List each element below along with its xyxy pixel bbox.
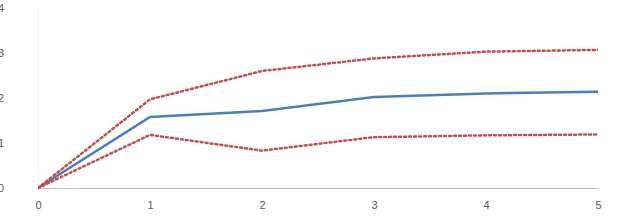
x-tick: 2 [259,188,265,211]
y-axis-line [38,9,39,189]
x-tick: 5 [595,188,601,211]
x-tick-label: 5 [595,199,601,211]
x-tick: 1 [147,188,153,211]
x-tick-label: 1 [147,199,153,211]
y-tick: 4 [0,2,38,14]
x-tick-label: 2 [259,199,265,211]
x-axis-line [39,188,599,189]
plot-area [38,50,598,188]
y-tick: 3 [0,47,38,59]
y-tick: 0 [0,182,38,194]
x-axis: 0 1 2 3 4 5 [35,188,601,211]
x-tick-label: 4 [483,199,489,211]
series-line [38,92,598,188]
y-tick-label: 2 [0,92,4,104]
y-tick: 1 [0,137,38,149]
y-tick-label: 0 [0,182,4,194]
y-axis: 0 1 2 3 4 [0,2,39,194]
x-tick-label: 0 [35,199,41,211]
x-tick: 3 [371,188,377,211]
x-tick-label: 3 [371,199,377,211]
x-tick: 0 [35,188,41,211]
y-tick: 2 [0,92,38,104]
chart: 0 1 2 3 4 0 1 2 3 4 5 [0,0,630,218]
y-tick-label: 1 [0,137,4,149]
series-line [38,50,598,188]
x-tick: 4 [483,188,489,211]
y-tick-label: 4 [0,2,4,14]
series-line [38,134,598,188]
y-tick-label: 3 [0,47,4,59]
